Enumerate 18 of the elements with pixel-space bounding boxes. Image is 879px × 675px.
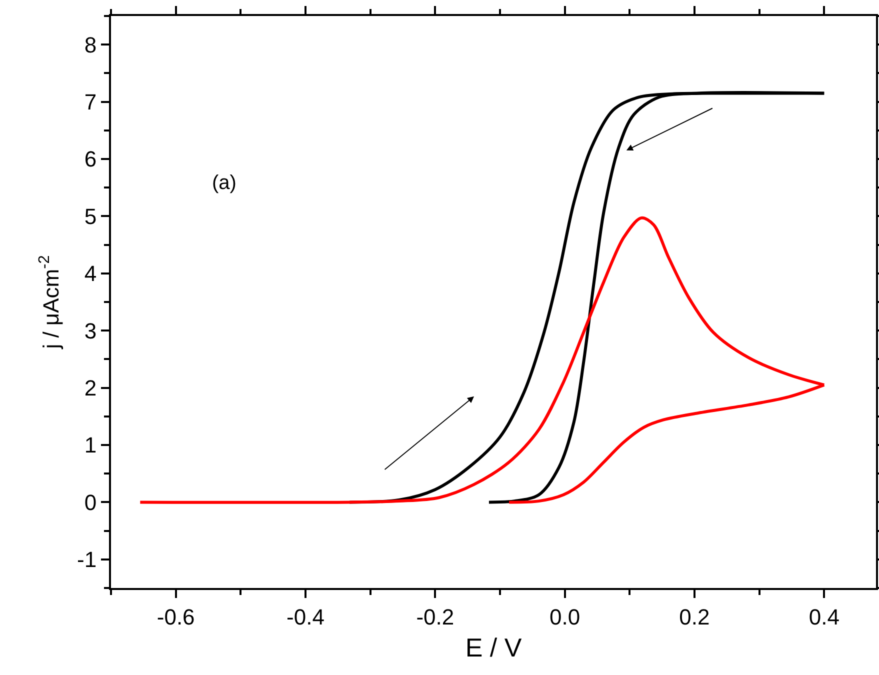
y-tick-label: 2 [84,376,97,400]
y-tick-label: 1 [84,432,97,458]
y-tick-label: -1 [77,547,97,572]
y-tick-label: 4 [84,261,97,286]
x-tick-label: 0.2 [679,604,710,630]
y-tick-label: 3 [84,318,97,344]
x-tick-label: -0.6 [156,604,195,630]
x-tick-label: -0.2 [416,604,454,630]
y-tick-label: 6 [84,146,97,172]
y-tick-label: 5 [84,204,97,229]
annotation: (a) [212,172,236,194]
x-axis-title: E / V [465,632,522,663]
y-tick-label: 0 [84,490,97,515]
x-tick-label: -0.4 [286,604,324,630]
x-tick-label: 0.0 [550,604,580,630]
x-tick-label: 0.4 [808,604,840,630]
y-tick-label: 8 [84,32,97,58]
y-tick-label: 7 [84,90,97,114]
